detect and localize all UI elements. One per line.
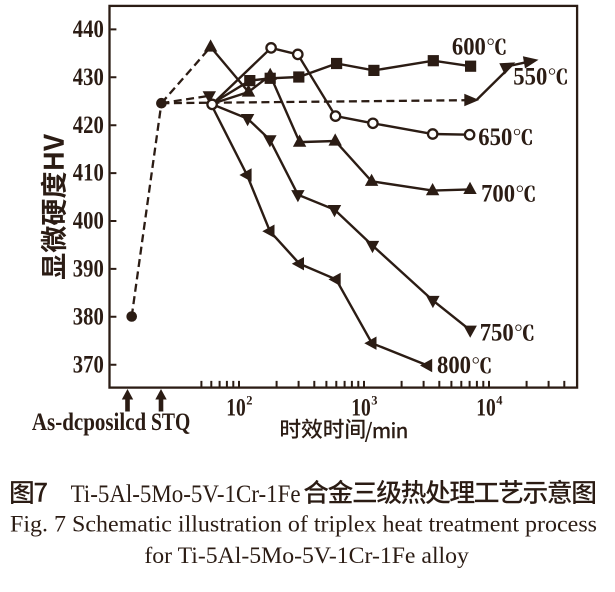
svg-text:410: 410 (73, 160, 104, 187)
svg-text:430: 430 (73, 64, 104, 91)
svg-text:390: 390 (73, 256, 104, 283)
svg-text:380: 380 (73, 303, 104, 330)
svg-text:370: 370 (73, 351, 104, 378)
svg-text:400: 400 (73, 208, 104, 235)
svg-text:Fig. 7 Schematic illustration: Fig. 7 Schematic illustration of triplex… (10, 512, 597, 537)
svg-text:2: 2 (246, 393, 252, 407)
svg-text:10: 10 (476, 395, 496, 422)
svg-text:700: 700 (481, 179, 515, 208)
svg-text:As-dcposilcd: As-dcposilcd (32, 409, 146, 436)
svg-text:4: 4 (496, 393, 503, 407)
svg-text:STQ: STQ (151, 409, 190, 436)
svg-text:for Ti-5Al-5Mo-5V-1Cr-1Fe allo: for Ti-5Al-5Mo-5V-1Cr-1Fe alloy (144, 543, 469, 568)
svg-text:600: 600 (452, 32, 486, 61)
svg-text:750: 750 (480, 318, 514, 347)
svg-text:10: 10 (226, 395, 246, 422)
svg-text:440: 440 (73, 16, 104, 43)
svg-text:Ti-5Al-5Mo-5V-1Cr-1Fe: Ti-5Al-5Mo-5V-1Cr-1Fe (71, 480, 301, 508)
svg-text:10: 10 (351, 395, 371, 422)
svg-text:800: 800 (437, 350, 471, 379)
svg-text:3: 3 (371, 393, 377, 407)
svg-text:650: 650 (478, 122, 512, 151)
svg-text:420: 420 (73, 112, 104, 139)
svg-text:550: 550 (513, 61, 547, 90)
